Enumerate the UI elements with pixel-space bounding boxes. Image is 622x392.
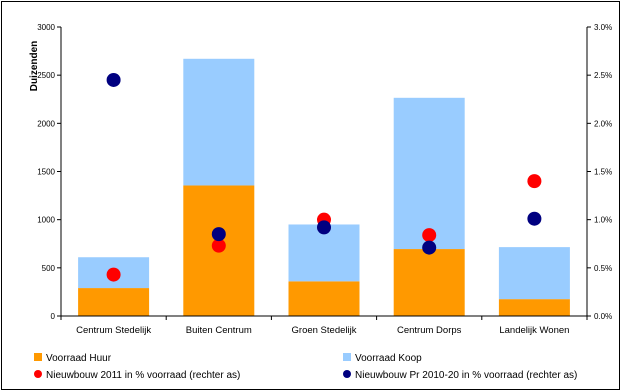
y-ticks-left: 0 500 1000 1500 2000 2500 3000 bbox=[37, 23, 61, 321]
y2-tick-label: 2.5% bbox=[594, 71, 612, 80]
bar-huur-3 bbox=[393, 249, 465, 316]
category-label: Centrum Dorps bbox=[397, 325, 462, 336]
legend: Voorraad Huur Voorraad Koop Nieuwbouw 2011… bbox=[34, 353, 577, 381]
legend-marker bbox=[34, 370, 42, 378]
category-label: Buiten Centrum bbox=[186, 325, 252, 336]
category-label: Centrum Stedelijk bbox=[76, 325, 151, 336]
legend-swatch bbox=[34, 353, 42, 361]
y2-tick-label: 1.0% bbox=[594, 216, 612, 225]
bar-koop-3 bbox=[393, 97, 465, 250]
y2-tick-label: 2.0% bbox=[594, 119, 612, 128]
point-nieuwbouw-pr-0 bbox=[106, 72, 121, 87]
bar-huur-0 bbox=[78, 288, 150, 316]
point-nieuwbouw-2011-1 bbox=[211, 238, 226, 253]
y-tick-label: 2500 bbox=[37, 71, 55, 80]
legend-item-3: Nieuwbouw Pr 2010-20 in % voorraad (rech… bbox=[343, 370, 577, 381]
category-labels: Centrum Stedelijk Buiten Centrum Groen Ste… bbox=[60, 316, 588, 336]
y-ticks-right: 0.0% 0.5% 1.0% 1.5% 2.0% 2.5% 3.0% bbox=[587, 23, 612, 321]
point-nieuwbouw-2011-4 bbox=[527, 174, 542, 189]
point-nieuwbouw-2011-0 bbox=[106, 267, 121, 282]
bar-koop-4 bbox=[498, 247, 570, 300]
legend-label: Nieuwbouw 2011 in % voorraad (rechter as… bbox=[46, 370, 240, 381]
legend-label: Voorraad Koop bbox=[355, 353, 422, 364]
legend-label: Nieuwbouw Pr 2010-20 in % voorraad (rech… bbox=[355, 370, 577, 381]
y-tick-label: 1000 bbox=[37, 216, 55, 225]
legend-label: Voorraad Huur bbox=[46, 353, 112, 364]
point-nieuwbouw-pr-3 bbox=[422, 240, 437, 255]
bar-huur-4 bbox=[498, 299, 570, 316]
legend-item-1: Voorraad Koop bbox=[343, 353, 422, 364]
point-nieuwbouw-2011-3 bbox=[422, 228, 437, 243]
bar-koop-1 bbox=[183, 58, 255, 186]
y-tick-label: 500 bbox=[42, 264, 56, 273]
y2-tick-label: 0.0% bbox=[594, 312, 612, 321]
bars-layer bbox=[78, 58, 570, 316]
category-label: Landelijk Wonen bbox=[499, 325, 569, 336]
points-layer bbox=[106, 72, 542, 282]
point-nieuwbouw-pr-2 bbox=[317, 220, 331, 235]
y-tick-label: 3000 bbox=[37, 23, 55, 32]
y-tick-label: 2000 bbox=[37, 119, 55, 128]
point-nieuwbouw-pr-1 bbox=[211, 227, 226, 242]
y2-tick-label: 0.5% bbox=[594, 264, 612, 273]
y2-tick-label: 3.0% bbox=[594, 23, 612, 32]
y-axis-label: Duizenden bbox=[29, 41, 40, 92]
legend-swatch bbox=[343, 353, 351, 361]
legend-marker bbox=[343, 370, 351, 378]
y-tick-label: 1500 bbox=[37, 168, 55, 177]
legend-item-2: Nieuwbouw 2011 in % voorraad (rechter as… bbox=[34, 370, 240, 381]
y-tick-label: 0 bbox=[51, 312, 56, 321]
y2-tick-label: 1.5% bbox=[594, 168, 612, 177]
category-label: Groen Stedelijk bbox=[292, 325, 357, 336]
bar-huur-2 bbox=[288, 281, 360, 316]
legend-item-0: Voorraad Huur bbox=[34, 353, 112, 364]
point-nieuwbouw-pr-4 bbox=[527, 211, 542, 226]
